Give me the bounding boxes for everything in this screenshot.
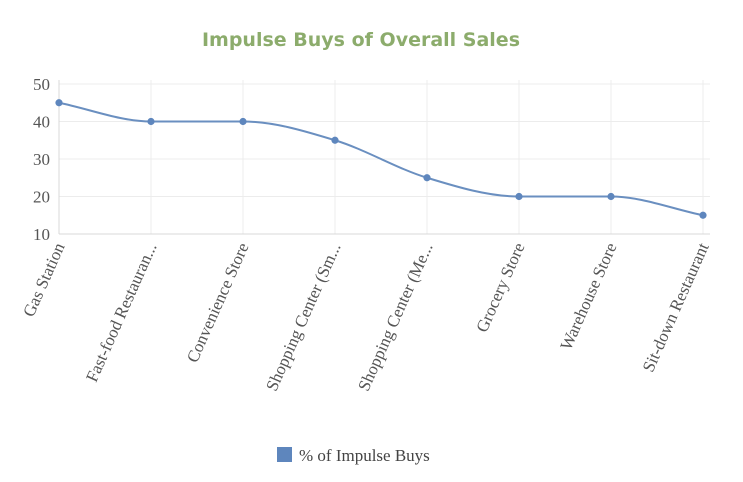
x-tick-label: Fast-food Restauran... [82,240,160,385]
x-axis-ticks: Gas Station Fast-food Restauran... Conveni… [19,239,713,393]
data-point[interactable] [331,136,339,144]
x-tick-label: Gas Station [19,239,69,319]
y-tick-label: 20 [33,188,50,207]
legend-swatch [277,447,292,462]
y-tick-label: 50 [33,75,50,94]
x-tick-label: Shopping Center (Me... [354,240,436,394]
gridlines [58,80,710,235]
data-point[interactable] [515,192,523,201]
data-point[interactable] [239,117,247,126]
x-tick-label: Convenience Store [183,240,253,365]
data-points [55,99,707,219]
chart-title: Impulse Buys of Overall Sales [202,29,520,51]
series-line [58,101,704,217]
y-tick-label: 10 [33,225,50,244]
x-tick-label: Shopping Center (Sm... [262,240,344,394]
y-axis-ticks: 10 20 30 40 50 [33,75,50,244]
legend[interactable]: % of Impulse Buys [277,446,430,465]
data-point[interactable] [55,99,63,107]
data-point[interactable] [699,211,707,219]
y-tick-label: 40 [33,113,50,132]
data-point[interactable] [147,117,155,126]
data-point[interactable] [423,174,431,182]
x-tick-label: Warehouse Store [556,240,620,353]
y-tick-label: 30 [33,150,50,169]
x-tick-label: Grocery Store [472,240,528,335]
data-point[interactable] [607,192,615,201]
legend-label: % of Impulse Buys [299,446,430,465]
x-tick-label: Sit-down Restaurant [639,240,713,375]
